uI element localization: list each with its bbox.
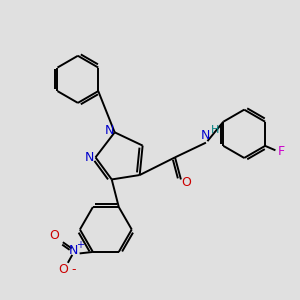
Text: N: N: [200, 129, 210, 142]
Text: N: N: [69, 244, 78, 257]
Text: F: F: [278, 145, 285, 158]
Text: -: -: [71, 263, 76, 276]
Text: O: O: [49, 229, 59, 242]
Text: +: +: [76, 241, 84, 250]
Text: O: O: [58, 263, 68, 276]
Text: N: N: [105, 124, 114, 137]
Text: N: N: [84, 151, 94, 164]
Text: H: H: [211, 125, 219, 135]
Text: O: O: [181, 176, 191, 190]
